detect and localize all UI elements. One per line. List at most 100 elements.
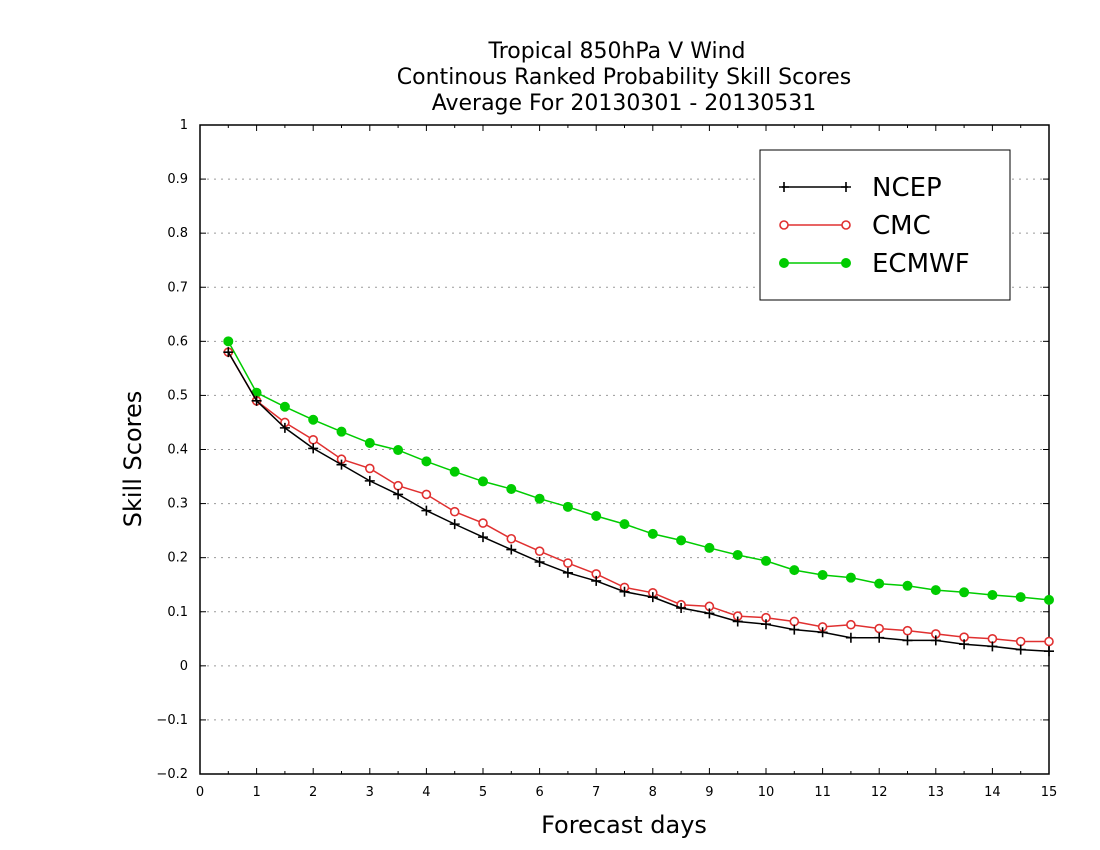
data-point-ncep — [364, 475, 375, 486]
data-point-ecmwf — [676, 535, 687, 546]
legend-item-cmc: CMC — [779, 211, 931, 241]
data-point-ecmwf — [308, 414, 319, 425]
x-tick-label: 5 — [479, 785, 487, 800]
data-point-cmc — [506, 533, 517, 544]
legend-marker — [841, 258, 851, 268]
data-point-ncep — [562, 567, 573, 578]
data-point-ecmwf — [789, 565, 800, 576]
y-tick-label: 0.6 — [167, 334, 188, 349]
data-point-ecmwf — [421, 456, 432, 467]
series-line-ncep — [227, 351, 1050, 652]
chart-title-line-3: Average For 20130301 - 20130531 — [432, 91, 817, 116]
y-tick-label: 0.8 — [167, 226, 188, 241]
data-point-ecmwf — [562, 501, 573, 512]
data-point-ecmwf — [1015, 592, 1026, 603]
data-point-ncep — [902, 635, 913, 646]
series-ncep — [223, 347, 1054, 657]
data-point-ecmwf — [534, 493, 545, 504]
data-point-ecmwf — [817, 569, 828, 580]
x-tick-label: 7 — [592, 785, 600, 800]
data-point-cmc — [846, 619, 856, 630]
x-tick-label: 0 — [196, 785, 204, 800]
data-point-ecmwf — [393, 445, 404, 456]
data-series — [223, 336, 1054, 657]
data-point-ecmwf — [704, 542, 715, 553]
data-point-cmc — [534, 546, 545, 556]
x-tick-label: 8 — [649, 785, 657, 800]
chart-title-line-1: Tropical 850hPa V Wind — [487, 39, 745, 64]
legend-item-ecmwf: ECMWF — [779, 249, 970, 279]
y-tick-label: 1 — [180, 118, 188, 133]
y-tick-label: 0.1 — [167, 605, 188, 620]
data-point-cmc — [421, 489, 432, 500]
data-point-ncep — [874, 632, 885, 643]
x-tick-label: 11 — [814, 785, 831, 800]
data-point-ecmwf — [647, 528, 658, 539]
data-point-ecmwf — [506, 483, 517, 494]
data-point-ecmwf — [845, 572, 856, 583]
data-point-ncep — [421, 505, 432, 516]
data-point-cmc — [789, 616, 800, 627]
data-point-ecmwf — [959, 587, 970, 598]
data-point-ecmwf — [987, 589, 998, 600]
data-point-ncep — [591, 575, 602, 586]
legend-label: NCEP — [872, 173, 942, 203]
legend-item-ncep: NCEP — [779, 173, 942, 203]
y-tick-label: 0 — [180, 659, 188, 674]
chart-title: Tropical 850hPa V Wind Continous Ranked … — [397, 39, 851, 116]
data-point-cmc — [874, 623, 885, 634]
gridlines — [200, 178, 1049, 721]
series-ecmwf — [223, 336, 1054, 605]
data-point-ncep — [393, 489, 404, 500]
x-axis-tick-labels: 0 1 2 3 4 5 6 7 8 9 10 11 12 13 14 15 — [196, 785, 1057, 800]
x-tick-label: 4 — [422, 785, 430, 800]
data-point-ncep — [704, 608, 715, 619]
x-tick-label: 1 — [252, 785, 260, 800]
data-point-ncep — [789, 624, 800, 635]
y-axis-label: Skill Scores — [119, 391, 147, 528]
data-point-cmc — [393, 480, 403, 491]
data-point-ncep — [817, 627, 828, 638]
data-point-ecmwf — [449, 466, 460, 477]
x-axis-label: Forecast days — [541, 811, 707, 839]
data-point-ncep — [676, 602, 687, 613]
x-tick-label: 12 — [871, 785, 888, 800]
x-tick-label: 9 — [705, 785, 713, 800]
data-point-cmc — [478, 518, 488, 528]
data-point-ncep — [336, 459, 347, 470]
data-point-ecmwf — [874, 578, 885, 589]
legend-marker — [779, 220, 789, 230]
x-tick-label: 13 — [928, 785, 945, 800]
x-tick-label: 3 — [366, 785, 374, 800]
data-point-ncep — [930, 635, 941, 646]
data-point-ncep — [732, 616, 743, 627]
data-point-ecmwf — [619, 519, 630, 530]
data-point-ecmwf — [902, 580, 913, 591]
y-tick-label: 0.9 — [167, 172, 188, 187]
data-point-ncep — [1015, 644, 1026, 655]
data-point-ecmwf — [732, 549, 743, 560]
x-tick-label: 2 — [309, 785, 317, 800]
data-point-ncep — [478, 532, 488, 543]
data-point-cmc — [1015, 636, 1026, 647]
y-tick-label: 0.3 — [167, 497, 188, 512]
data-point-ecmwf — [591, 511, 602, 522]
data-point-cmc — [449, 506, 460, 517]
data-point-ecmwf — [336, 426, 347, 437]
axis-ticks — [199, 124, 1050, 775]
data-point-ncep — [619, 586, 630, 597]
data-point-ncep — [845, 632, 856, 643]
data-point-ecmwf — [1044, 594, 1054, 605]
data-point-ecmwf — [761, 555, 771, 566]
data-point-cmc — [563, 558, 573, 568]
data-point-cmc — [308, 434, 319, 445]
legend: NCEP CMC ECMWF — [759, 149, 1011, 301]
data-point-ncep — [647, 592, 658, 603]
legend-label: CMC — [872, 211, 931, 241]
data-point-ecmwf — [279, 401, 290, 412]
y-tick-label: 0.5 — [167, 388, 188, 403]
y-tick-label: −0.2 — [156, 767, 188, 782]
legend-marker — [841, 220, 851, 230]
data-point-ncep — [223, 347, 234, 358]
